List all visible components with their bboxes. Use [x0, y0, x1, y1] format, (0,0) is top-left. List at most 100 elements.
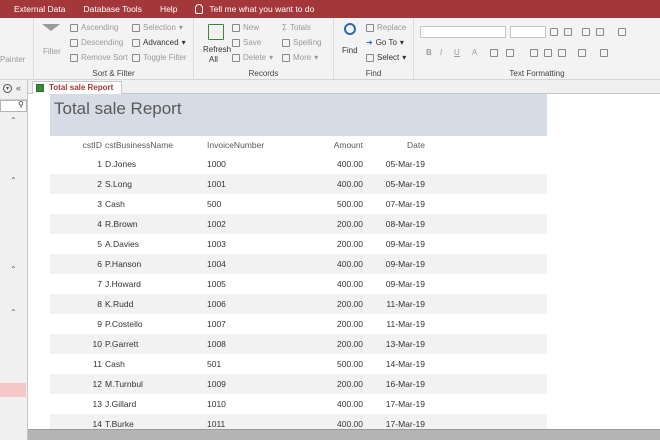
- numbering-icon[interactable]: [564, 28, 572, 36]
- italic-button[interactable]: I: [440, 48, 443, 57]
- table-row: 5 A.Davies 1003 200.00 09-Mar-19: [50, 234, 547, 254]
- replace-icon: [366, 23, 374, 32]
- descending-button[interactable]: Descending: [70, 38, 123, 47]
- horizontal-scrollbar[interactable]: [28, 429, 660, 440]
- sort-filter-group-label: Sort & Filter: [92, 69, 135, 78]
- totals-button[interactable]: Σ Totals: [282, 23, 311, 32]
- table-row: 1 D.Jones 1000 400.00 05-Mar-19: [50, 154, 547, 174]
- highlight-icon[interactable]: [490, 49, 498, 57]
- align-right-icon[interactable]: [558, 49, 566, 57]
- format-painter-button[interactable]: Painter: [0, 55, 26, 64]
- search-icon: ⚲: [18, 100, 24, 109]
- delete-record-button[interactable]: Delete ▾: [232, 53, 273, 62]
- cell-date: 07-Mar-19: [385, 199, 425, 209]
- cell-invoice-number: 1000: [207, 159, 226, 169]
- cell-amount: 400.00: [337, 159, 363, 169]
- cell-invoice-number: 1004: [207, 259, 226, 269]
- cell-invoice-number: 1007: [207, 319, 226, 329]
- cell-business-name: D.Jones: [105, 159, 137, 169]
- chevron-down-icon: ▾: [181, 38, 186, 47]
- cell-business-name: P.Garrett: [105, 339, 139, 349]
- text-formatting-group: B I U A Text Formatting: [414, 18, 660, 80]
- selected-object-highlight[interactable]: [0, 383, 26, 397]
- refresh-all-button[interactable]: Refresh: [203, 45, 232, 54]
- records-group-label: Records: [248, 69, 279, 78]
- cell-cstid: 1: [97, 159, 102, 169]
- menu-help[interactable]: Help: [159, 4, 178, 14]
- nav-menu-icon[interactable]: ▾: [3, 84, 12, 93]
- outdent-icon[interactable]: [596, 28, 604, 36]
- menu-external-data[interactable]: External Data: [14, 4, 66, 14]
- cell-business-name: J.Gillard: [105, 399, 137, 409]
- group-chevron-icon[interactable]: ⌃: [10, 176, 17, 185]
- column-header-business-name: cstBusinessName: [105, 140, 174, 150]
- font-name-combo[interactable]: [420, 26, 506, 38]
- totals-label: Totals: [289, 23, 311, 32]
- ltr-icon[interactable]: [618, 28, 626, 36]
- indent-icon[interactable]: [582, 28, 590, 36]
- cell-invoice-number: 1011: [207, 419, 226, 429]
- font-color-button[interactable]: A: [472, 48, 478, 57]
- cell-business-name: P.Hanson: [105, 259, 142, 269]
- selection-button[interactable]: Selection ▾: [132, 23, 183, 32]
- align-left-icon[interactable]: [530, 49, 538, 57]
- group-chevron-icon[interactable]: ⌃: [10, 265, 17, 274]
- bullets-icon[interactable]: [550, 28, 558, 36]
- new-record-icon: [232, 23, 240, 32]
- filter-button[interactable]: Filter: [43, 47, 61, 56]
- fill-color-icon[interactable]: [506, 49, 514, 57]
- table-row: 11 Cash 501 500.00 14-Mar-19: [50, 354, 547, 374]
- cell-date: 05-Mar-19: [385, 159, 425, 169]
- cell-amount: 500.00: [337, 199, 363, 209]
- cell-amount: 400.00: [337, 419, 363, 429]
- select-button[interactable]: Select ▾: [366, 53, 406, 62]
- cell-invoice-number: 501: [207, 359, 222, 369]
- column-header-date: Date: [407, 140, 425, 150]
- sort-descending-icon: [70, 38, 78, 47]
- ascending-button[interactable]: Ascending: [70, 23, 118, 32]
- cell-invoice-number: 1006: [207, 299, 226, 309]
- more-button[interactable]: More ▾: [282, 53, 318, 62]
- column-header-amount: Amount: [333, 140, 363, 150]
- menu-database-tools[interactable]: Database Tools: [83, 4, 142, 14]
- tab-label: Total sale Report: [49, 83, 114, 92]
- goto-button[interactable]: ➜ Go To ▾: [366, 38, 404, 47]
- selection-icon: [132, 23, 140, 32]
- find-button[interactable]: Find: [342, 46, 358, 55]
- gridlines-icon[interactable]: [578, 49, 586, 57]
- spelling-button[interactable]: Spelling: [282, 38, 321, 47]
- cell-cstid: 14: [92, 419, 102, 429]
- bold-button[interactable]: B: [426, 48, 432, 57]
- cell-business-name: M.Turnbul: [105, 379, 143, 389]
- cell-business-name: Cash: [105, 199, 125, 209]
- save-record-button[interactable]: Save: [232, 38, 261, 47]
- replace-label: Replace: [377, 23, 407, 32]
- table-row: 14 T.Burke 1011 400.00 17-Mar-19: [50, 414, 547, 429]
- nav-search-input[interactable]: ⚲: [0, 100, 27, 112]
- toggle-filter-button[interactable]: Toggle Filter: [132, 53, 187, 62]
- align-center-icon[interactable]: [544, 49, 552, 57]
- group-chevron-icon[interactable]: ⌃: [10, 308, 17, 317]
- cell-business-name: P.Costello: [105, 319, 143, 329]
- new-record-button[interactable]: New: [232, 23, 259, 32]
- cell-cstid: 12: [92, 379, 102, 389]
- arrow-right-icon: ➜: [366, 38, 373, 47]
- report-header: Total sale Report: [50, 94, 547, 136]
- tell-me-search[interactable]: Tell me what you want to do: [209, 4, 315, 14]
- font-size-combo[interactable]: [510, 26, 546, 38]
- cell-invoice-number: 1008: [207, 339, 226, 349]
- collapse-pane-button[interactable]: «: [16, 83, 22, 93]
- chevron-down-icon: ▾: [269, 53, 274, 62]
- replace-button[interactable]: Replace: [366, 23, 406, 32]
- alternate-row-color-icon[interactable]: [600, 49, 608, 57]
- selection-label: Selection: [143, 23, 176, 32]
- underline-button[interactable]: U: [454, 48, 460, 57]
- find-group: Find Replace ➜ Go To ▾ Select ▾ Find: [334, 18, 414, 80]
- cell-amount: 200.00: [337, 299, 363, 309]
- advanced-button[interactable]: Advanced ▾: [132, 38, 186, 47]
- group-chevron-icon[interactable]: ⌃: [10, 116, 17, 125]
- tab-total-sale-report[interactable]: Total sale Report: [32, 81, 123, 94]
- remove-sort-button[interactable]: Remove Sort: [70, 53, 128, 62]
- cell-business-name: T.Burke: [105, 419, 134, 429]
- refresh-icon: [208, 24, 224, 40]
